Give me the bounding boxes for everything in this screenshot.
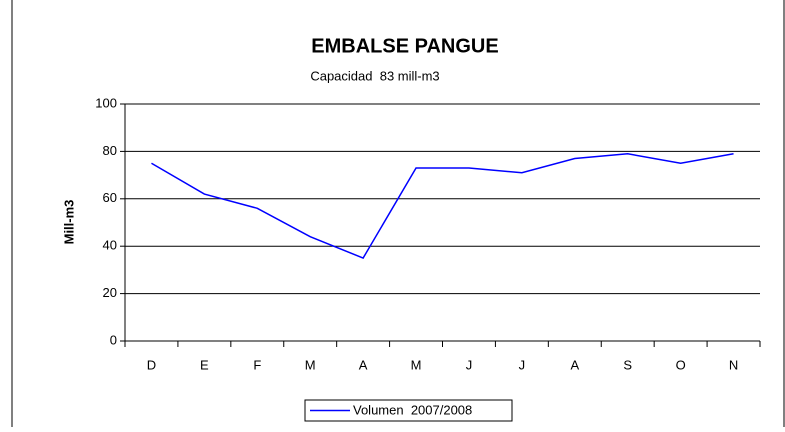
x-tick-label: S	[623, 357, 632, 372]
legend-label: Volumen 2007/2008	[353, 402, 472, 417]
chart-subtitle: Capacidad 83 mill-m3	[310, 68, 439, 83]
chart-title: EMBALSE PANGUE	[311, 35, 498, 57]
x-tick-label: J	[466, 357, 473, 372]
x-tick-label: O	[676, 357, 686, 372]
chart-border	[11, 0, 785, 432]
data-line	[151, 153, 734, 259]
y-tick-label: 80	[103, 143, 117, 158]
y-tick-label: 40	[103, 238, 117, 253]
y-tick-label: 100	[95, 95, 117, 110]
x-tick-label: D	[147, 357, 156, 372]
x-tick-label: M	[411, 357, 422, 372]
x-tick-label: M	[305, 357, 316, 372]
x-tick-label: N	[729, 357, 738, 372]
x-tick-label: J	[519, 357, 526, 372]
x-tick-label: A	[570, 357, 579, 372]
x-tick-label: F	[253, 357, 261, 372]
x-tick-label: E	[200, 357, 209, 372]
y-axis-label: Mill-m3	[61, 200, 76, 245]
y-tick-label: 60	[103, 190, 117, 205]
y-tick-label: 0	[110, 332, 117, 347]
y-tick-label: 20	[103, 285, 117, 300]
legend-box	[304, 399, 513, 422]
x-tick-label: A	[359, 357, 368, 372]
